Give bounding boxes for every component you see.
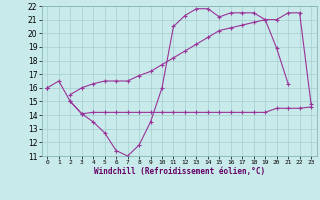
X-axis label: Windchill (Refroidissement éolien,°C): Windchill (Refroidissement éolien,°C): [94, 167, 265, 176]
